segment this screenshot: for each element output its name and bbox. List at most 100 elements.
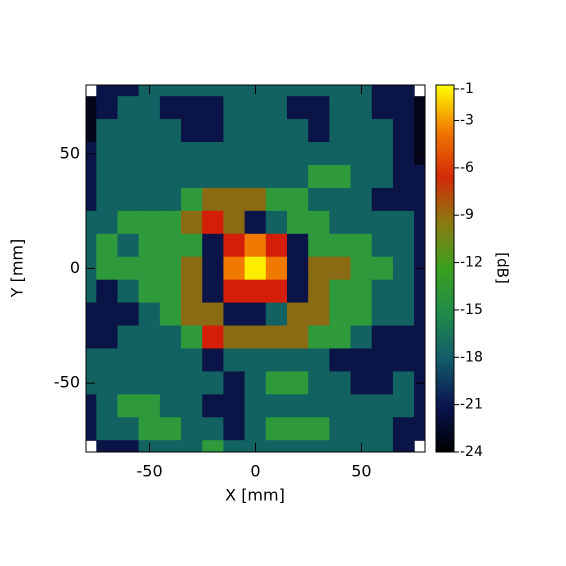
- contour-cell: [181, 96, 203, 120]
- contour-cell: [202, 85, 225, 97]
- x-tick-label: -50: [136, 462, 162, 481]
- colorbar-label: [dB]: [494, 252, 512, 284]
- contour-cell: [96, 279, 119, 304]
- contour-cell: [371, 142, 394, 166]
- contour-cell: [181, 302, 203, 327]
- contour-cell: [371, 85, 394, 97]
- contour-cell: [329, 325, 352, 350]
- contour-cell: [138, 119, 161, 143]
- contour-cell: [181, 119, 203, 143]
- contour-cell: [308, 394, 330, 418]
- y-axis-label: Y [mm]: [8, 239, 27, 299]
- contour-cell: [86, 164, 97, 189]
- contour-cell: [202, 279, 225, 304]
- contour-cell: [392, 417, 415, 441]
- contour-cell: [202, 417, 225, 441]
- contour-cell: [181, 187, 203, 212]
- contour-cell: [159, 279, 182, 304]
- contour-cell: [117, 348, 140, 373]
- contour-cell: [392, 119, 415, 143]
- contour-cell: [181, 164, 203, 189]
- contour-cell: [350, 142, 373, 166]
- contour-cell: [329, 417, 352, 441]
- contour-cell: [414, 187, 425, 212]
- colorbar-tick-label: -21: [460, 397, 483, 413]
- contour-cell: [96, 371, 119, 395]
- contour-cell: [392, 85, 415, 97]
- contour-cell: [223, 417, 246, 441]
- contour-cell: [265, 440, 288, 452]
- contour-cell: [244, 348, 267, 373]
- y-tick-label: -50: [54, 373, 80, 392]
- contour-cell: [371, 348, 394, 373]
- contour-cell: [414, 210, 425, 235]
- contour-cell: [414, 394, 425, 418]
- contour-cell: [350, 96, 373, 120]
- contour-cell: [350, 371, 373, 395]
- contour-cell: [286, 256, 309, 281]
- contour-cell: [223, 119, 246, 143]
- contour-cell: [308, 119, 330, 143]
- contour-cell: [392, 96, 415, 120]
- contour-cell: [159, 394, 182, 418]
- contour-cell: [286, 142, 309, 166]
- contour-cell: [138, 348, 161, 373]
- contour-cell: [371, 279, 394, 304]
- contour-cell: [371, 187, 394, 212]
- contour-cell: [286, 164, 309, 189]
- contour-cell: [202, 348, 225, 373]
- contour-cell: [223, 233, 246, 258]
- contour-cell: [329, 348, 352, 373]
- contour-cell: [286, 85, 309, 97]
- contour-cell: [159, 142, 182, 166]
- contour-cell: [117, 142, 140, 166]
- contour-cell: [265, 233, 288, 258]
- contour-cell: [308, 210, 330, 235]
- contour-cell: [308, 164, 330, 189]
- contour-cell: [392, 325, 415, 350]
- contour-cell: [244, 417, 267, 441]
- contour-cell: [329, 164, 352, 189]
- contour-cell: [371, 256, 394, 281]
- contour-cell: [117, 371, 140, 395]
- contour-cell: [159, 187, 182, 212]
- contour-cell: [117, 440, 140, 452]
- colorbar-tick-label: -18: [460, 349, 483, 365]
- contour-cell: [392, 440, 415, 452]
- contour-cell: [265, 394, 288, 418]
- contour-cell: [244, 233, 267, 258]
- contour-cell: [265, 164, 288, 189]
- contour-cell: [202, 187, 225, 212]
- contour-cell: [244, 142, 267, 166]
- contour-cell: [96, 164, 119, 189]
- contour-cell: [202, 256, 225, 281]
- contour-cell: [244, 210, 267, 235]
- contour-cell: [350, 233, 373, 258]
- contour-cell: [181, 210, 203, 235]
- contour-cell: [286, 233, 309, 258]
- contour-cell: [371, 325, 394, 350]
- contour-cell: [96, 394, 119, 418]
- contour-cell: [371, 233, 394, 258]
- y-tick-label: 50: [60, 143, 80, 162]
- contour-cell: [159, 417, 182, 441]
- contour-cell: [329, 256, 352, 281]
- contour-cell: [96, 325, 119, 350]
- contour-cell: [86, 394, 97, 418]
- contour-cell: [329, 142, 352, 166]
- contour-cell: [138, 279, 161, 304]
- contour-cell: [86, 210, 97, 235]
- contour-cell: [223, 279, 246, 304]
- contour-cell: [202, 394, 225, 418]
- contour-cell: [181, 371, 203, 395]
- contour-cell: [138, 417, 161, 441]
- contour-cell: [286, 417, 309, 441]
- contour-cell: [181, 325, 203, 350]
- contour-cell: [350, 164, 373, 189]
- contour-cell: [86, 119, 97, 143]
- contour-cell: [138, 394, 161, 418]
- contour-cell: [286, 348, 309, 373]
- x-tick-label: 0: [250, 462, 260, 481]
- contour-cell: [350, 348, 373, 373]
- contour-cell: [329, 210, 352, 235]
